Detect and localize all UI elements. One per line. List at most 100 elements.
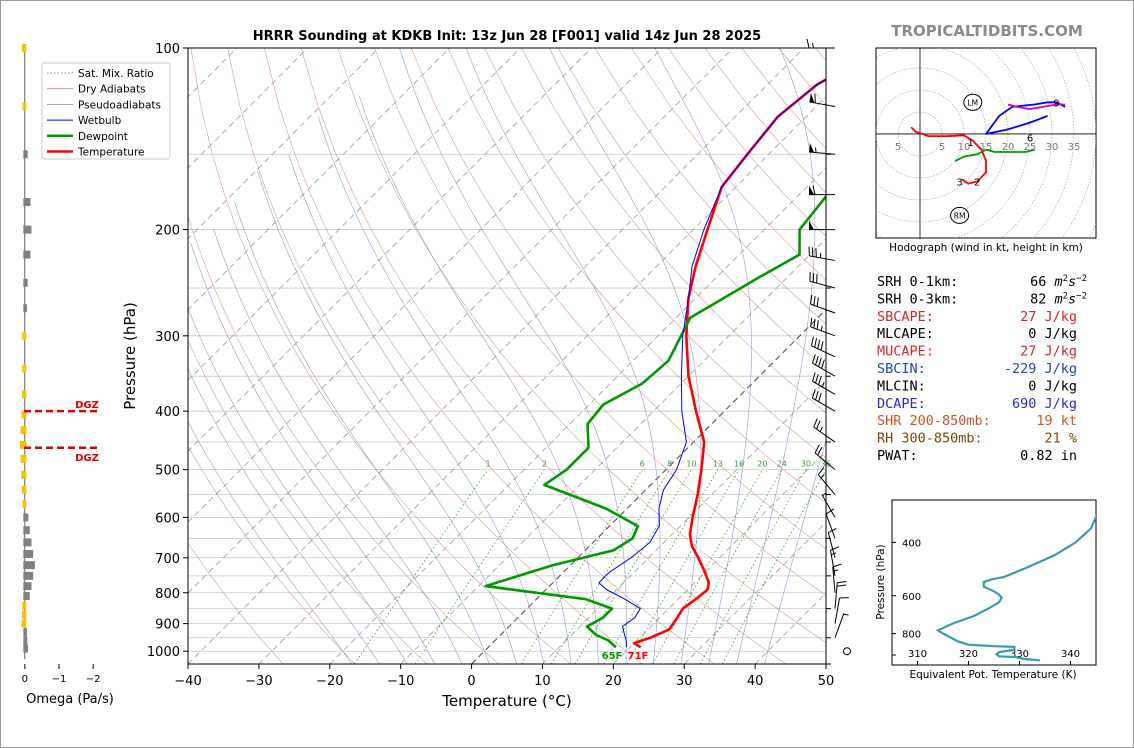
omega-bar — [20, 454, 27, 463]
theta-e-x-tick-label: 320 — [959, 649, 978, 660]
hodo-height-label: 2 — [974, 177, 980, 188]
skewt-legend: Sat. Mix. Ratio Dry Adiabats Pseudoadiabat… — [41, 62, 171, 160]
isotherm — [329, 167, 826, 664]
mixing-ratio-label: 1 — [485, 460, 490, 469]
barb-full — [812, 389, 816, 399]
barb-staff — [817, 474, 836, 495]
dry-adiabat — [188, 445, 356, 664]
barb-full — [815, 374, 819, 384]
omega-bar — [23, 592, 30, 601]
barb-staff — [834, 597, 841, 624]
stat-value: 0 J/kg — [1028, 326, 1077, 342]
mixing-ratio-line — [673, 469, 783, 664]
mixing-ratio-line — [626, 469, 740, 664]
barb-full — [830, 546, 840, 551]
barb-flag — [809, 185, 814, 195]
barb-full — [836, 584, 847, 587]
stat-value: 82 m2s−2 — [1030, 291, 1087, 307]
dry-adiabat — [521, 48, 826, 414]
mixing-ratio-label: 8 — [667, 460, 672, 469]
isotherm — [188, 48, 592, 452]
series-temperature — [632, 78, 826, 649]
skewt-axes-frame — [187, 47, 827, 665]
barb-full — [812, 354, 816, 364]
omega-x-tick-label: 0 — [22, 674, 28, 685]
skewt-grid — [188, 48, 826, 664]
wind-barb — [810, 294, 836, 314]
theta-e-panel: 310 320 330 340 400 600 800 — [891, 499, 1097, 666]
wind-barb — [821, 492, 836, 518]
barb-staff — [810, 303, 836, 314]
barb-staff — [814, 452, 836, 471]
isotherm — [188, 48, 805, 664]
omega-bar — [23, 197, 31, 206]
hodo-series — [985, 115, 1048, 135]
wind-barb — [809, 93, 836, 107]
mixing-ratio-line — [550, 469, 671, 664]
legend-label: Wetbulb — [78, 115, 122, 127]
barb-full — [813, 296, 816, 306]
barb-half — [821, 382, 825, 388]
theta-e-frame — [891, 499, 1097, 666]
barb-half — [819, 426, 823, 432]
pseudoadiabat — [213, 229, 463, 664]
hodo-tick-label: 35 — [1068, 142, 1081, 153]
theta-e-y-tick-label: 400 — [902, 538, 921, 549]
barb-full — [820, 341, 824, 351]
wind-barb — [829, 546, 840, 576]
barb-staff — [825, 513, 836, 539]
omega-bar — [21, 470, 27, 479]
pseudoadiabat — [654, 48, 752, 664]
pseudoadiabat — [188, 368, 380, 664]
x-tick-label: 0 — [467, 674, 475, 689]
wind-barb — [810, 336, 836, 358]
barb-half — [843, 613, 849, 616]
hodo-inner: 5 5 10 15 20 25 30 35 LM RM 1 2 3 6 9 — [876, 48, 1096, 238]
barb-full — [832, 563, 842, 568]
dry-adiabat — [188, 542, 284, 664]
theta-e-x-tick-label: 330 — [1010, 649, 1029, 660]
omega-bar — [23, 513, 29, 522]
dry-adiabat — [557, 48, 826, 369]
hodograph-caption: Hodograph (wind in kt, height in km) — [889, 242, 1083, 254]
omega-bar — [21, 485, 27, 494]
hodo-series — [961, 149, 987, 185]
y-tick-label: 300 — [155, 330, 180, 345]
isotherm — [683, 521, 826, 664]
barb-flag — [809, 220, 814, 230]
omega-bar — [22, 499, 27, 508]
omega-bar — [19, 440, 27, 449]
barb-full — [810, 317, 813, 327]
barb-half — [831, 552, 837, 556]
wind-barb — [806, 38, 835, 49]
mixing-ratio-labels: 1 2 6 8 10 13 16 20 24 30 36 — [485, 460, 830, 469]
barb-staff — [809, 280, 836, 289]
x-tick-label: 40 — [747, 674, 764, 689]
mixing-ratio-line — [353, 469, 489, 664]
barb-half — [815, 147, 817, 153]
branding-logo: TROPICALTIDBITS.COM — [891, 22, 1083, 40]
pseudoadiabat — [257, 171, 517, 664]
dry-adiabat — [447, 48, 826, 504]
dry-adiabat — [484, 48, 826, 459]
wind-barb — [834, 597, 849, 624]
legend-label: Pseudoadiabats — [78, 99, 161, 111]
theta-e-x-tick-label: 340 — [1061, 649, 1080, 660]
surface-temperature-label: 71F — [628, 651, 649, 662]
pseudoadiabat — [188, 420, 353, 664]
barb-full — [817, 446, 823, 456]
barb-full — [816, 297, 819, 307]
stat-value: 66 m2s−2 — [1030, 274, 1087, 290]
hodo-motion-label: LM — [967, 98, 978, 107]
x-tick-label: −30 — [245, 674, 272, 689]
omega-bar — [23, 526, 30, 535]
mixing-ratio-label: 10 — [686, 460, 696, 469]
y-tick-label: 800 — [155, 587, 180, 602]
x-tick-label: 50 — [818, 674, 835, 689]
hodo-series — [954, 148, 987, 162]
barb-staff — [812, 362, 836, 377]
stat-value: 27 J/kg — [1020, 344, 1077, 360]
stat-label: SRH 0-3km: — [877, 291, 958, 307]
isotherm — [188, 48, 450, 311]
barb-staff — [812, 397, 836, 412]
